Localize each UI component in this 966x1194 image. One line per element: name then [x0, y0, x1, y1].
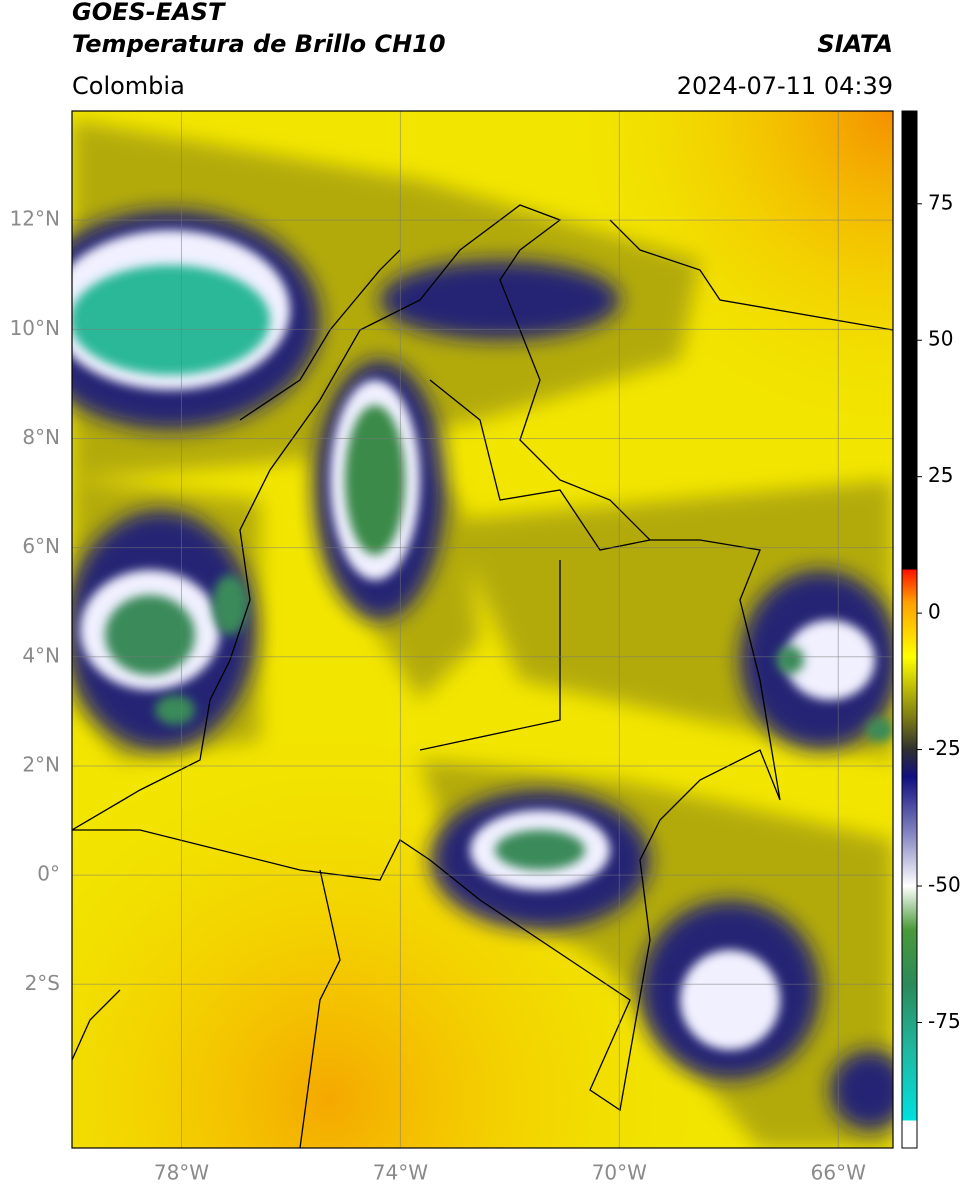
colorbar-tick-label: -25 — [928, 736, 961, 760]
colorbar-tick-label: 0 — [928, 600, 941, 624]
x-tick-label: 74°W — [373, 1161, 428, 1185]
colorbar-tick-label: -50 — [928, 873, 961, 897]
colorbar — [901, 110, 918, 1149]
subtitle: Temperatura de Brillo CH10 — [72, 30, 446, 58]
map-frame — [71, 110, 894, 1149]
source: SIATA — [817, 30, 893, 58]
y-tick-label: 0° — [37, 862, 60, 886]
timestamp: 2024-07-11 04:39 — [677, 72, 893, 100]
y-tick-label: 4°N — [22, 643, 60, 667]
y-tick-label: 12°N — [10, 207, 60, 231]
y-tick-label: 2°N — [22, 752, 60, 776]
satellite-image — [72, 111, 893, 1148]
colorbar-tick-label: 25 — [928, 463, 953, 487]
x-tick-label: 66°W — [811, 1161, 866, 1185]
region: Colombia — [72, 72, 185, 100]
title: GOES-EAST — [72, 0, 226, 26]
y-tick-label: 2°S — [25, 971, 60, 995]
x-tick-label: 78°W — [154, 1161, 209, 1185]
colorbar-tick-label: 75 — [928, 190, 953, 214]
colorbar-tick-label: -75 — [928, 1009, 961, 1033]
colorbar-tick-label: 50 — [928, 327, 953, 351]
y-tick-label: 8°N — [22, 425, 60, 449]
y-tick-label: 10°N — [10, 316, 60, 340]
y-tick-label: 6°N — [22, 534, 60, 558]
x-tick-label: 70°W — [592, 1161, 647, 1185]
